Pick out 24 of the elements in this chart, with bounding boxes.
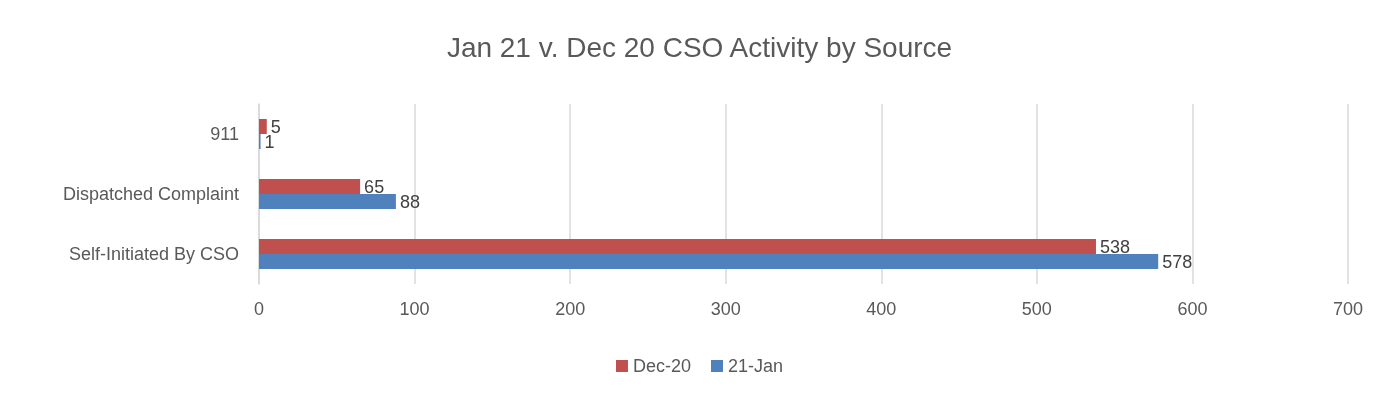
bar (259, 119, 267, 134)
x-tick-label: 500 (1021, 299, 1052, 319)
data-label: 538 (1099, 236, 1131, 257)
data-label: 5 (270, 116, 281, 137)
legend-label: Dec-20 (632, 356, 691, 376)
bar (259, 254, 1159, 269)
y-tick-label: 911 (210, 124, 239, 144)
x-tick-label: 700 (1332, 299, 1364, 319)
y-tick-label: Dispatched Complaint (62, 184, 239, 204)
x-tick-label: 200 (555, 299, 586, 319)
data-label: 578 (1162, 251, 1193, 272)
bar (259, 239, 1096, 254)
x-tick-label: 100 (399, 299, 430, 319)
data-label: 88 (399, 191, 420, 212)
legend-label: 21-Jan (727, 356, 784, 376)
bar (259, 179, 361, 194)
x-tick-label: 600 (1177, 299, 1208, 319)
chart-title: Jan 21 v. Dec 20 CSO Activity by Source (446, 31, 953, 63)
x-tick-label: 400 (866, 299, 897, 319)
x-tick-label: 300 (710, 299, 741, 319)
data-label: 65 (364, 176, 385, 197)
bar (259, 194, 396, 209)
y-tick-label: Self-Initiated By CSO (68, 244, 239, 264)
x-tick-label: 0 (253, 299, 265, 319)
